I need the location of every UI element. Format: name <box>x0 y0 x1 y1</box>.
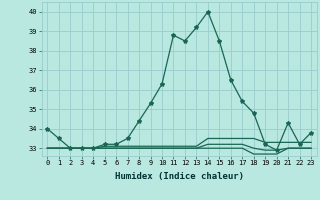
X-axis label: Humidex (Indice chaleur): Humidex (Indice chaleur) <box>115 172 244 181</box>
